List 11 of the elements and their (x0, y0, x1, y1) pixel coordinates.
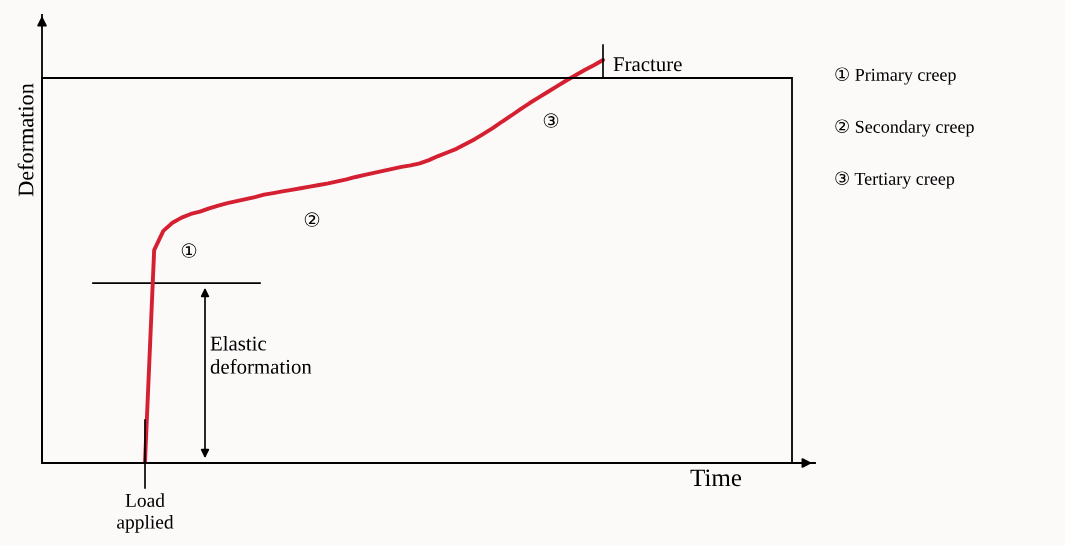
annotation: ③ (543, 113, 559, 128)
annotation: ① (181, 243, 197, 258)
y-axis-title: Deformation (17, 83, 34, 197)
annotation: Elastic deformation (210, 335, 312, 374)
text: ② Secondary creep (835, 119, 974, 137)
text: ① Primary creep (835, 67, 956, 85)
x-axis-title: Time (690, 469, 742, 487)
text: Fracture (613, 57, 682, 72)
text: Load applied (117, 493, 174, 533)
annotation: ② (304, 212, 320, 227)
text: ③ Tertiary creep (835, 171, 955, 189)
